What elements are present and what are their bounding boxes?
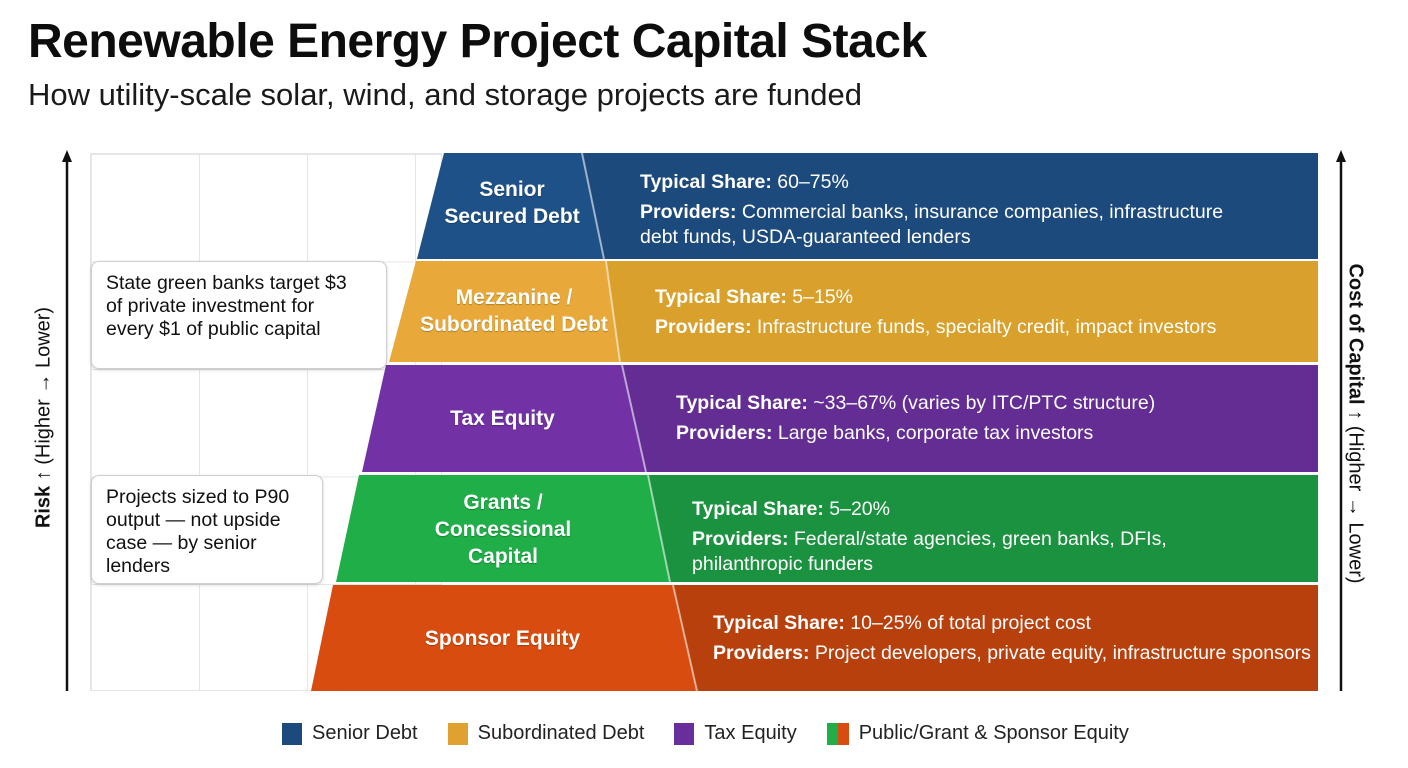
- tier-5-details: Typical Share: 10–25% of total project c…: [713, 611, 1311, 666]
- tier-1-trapezoid: [417, 153, 604, 259]
- page-title: Renewable Energy Project Capital Stack: [28, 15, 927, 68]
- tier-name-line: Grants /: [463, 490, 543, 514]
- tier-3-name: Tax Equity: [400, 396, 605, 440]
- legend-item: Subordinated Debt: [447, 722, 645, 745]
- providers-text: Federal/state agencies, green banks, DFI…: [788, 528, 1167, 550]
- typical-share-value: 10–25% of total project cost: [844, 612, 1091, 634]
- tier-1-detail-panel: [582, 153, 1318, 259]
- tier-name-line: Mezzanine /: [455, 286, 573, 309]
- typical-share-value: 5–20%: [823, 498, 890, 520]
- providers-text: philanthropic funders: [692, 553, 874, 575]
- tier-5-trapezoid: [311, 585, 697, 691]
- callout-note-2: Projects sized to P90 output — not upside…: [91, 475, 323, 584]
- callout-line: output — not upside: [106, 509, 281, 531]
- providers-label: Providers:: [713, 642, 810, 664]
- tier-3-trapezoid: [362, 365, 646, 472]
- callout-line: Projects sized to P90: [106, 486, 290, 508]
- legend-item: Senior Debt: [282, 722, 418, 745]
- legend-label: Tax Equity: [704, 722, 797, 744]
- tier-4-details: Typical Share: 5–20% Providers: Federal/s…: [692, 497, 1167, 577]
- tier-name-line: Senior: [479, 178, 545, 201]
- legend-label: Senior Debt: [312, 722, 418, 744]
- providers-text: debt funds, USDA-guaranteed lenders: [640, 226, 971, 248]
- tier-1-details: Typical Share: 60–75% Providers: Commerci…: [640, 170, 1223, 250]
- tier-1-divider: [581, 152, 605, 260]
- callout-line: State green banks target $3: [106, 272, 347, 294]
- legend-swatch: [447, 722, 468, 745]
- legend-swatch: [282, 722, 302, 745]
- typical-share-value: ~33–67% (varies by ITC/PTC structure): [807, 392, 1156, 414]
- tier-name-line: Concessional: [434, 517, 572, 541]
- callout-line: every $1 of public capital: [106, 318, 321, 340]
- typical-share-label: Typical Share:: [713, 612, 845, 634]
- typical-share-label: Typical Share:: [640, 171, 772, 193]
- cost-axis-arrow-head: [1336, 150, 1346, 162]
- legend-label: Subordinated Debt: [477, 722, 645, 744]
- typical-share-label: Typical Share:: [655, 286, 787, 308]
- callout-line: case — by senior: [106, 532, 257, 554]
- tier-5-detail-panel: [673, 585, 1318, 691]
- legend: Senior Debt Subordinated Debt Tax Equity Pu…: [282, 722, 1159, 745]
- risk-axis-arrow-head: [62, 150, 72, 162]
- callout-note-1: State green banks target $3 of private in…: [91, 261, 387, 369]
- cost-of-capital-axis-label: Cost of Capital ↑ (Higher → Lower): [1344, 263, 1367, 584]
- providers-label: Providers:: [692, 528, 789, 550]
- callout-line: lenders: [106, 555, 170, 577]
- providers-label: Providers:: [655, 316, 752, 338]
- tier-name-line: Secured Debt: [444, 205, 580, 228]
- risk-axis-label: Risk ↑ (Higher → Lower): [32, 306, 55, 529]
- tier-5-name: Sponsor Equity: [360, 616, 645, 660]
- typical-share-value: 5–15%: [786, 286, 853, 308]
- tier-2-divider: [605, 260, 621, 363]
- typical-share-label: Typical Share:: [692, 498, 824, 520]
- tier-3-divider: [621, 364, 647, 473]
- legend-swatch: [674, 722, 695, 745]
- page-subtitle: How utility-scale solar, wind, and stora…: [28, 77, 862, 112]
- legend-swatch: [826, 722, 849, 745]
- tier-5-divider: [672, 584, 698, 692]
- callout-line: of private investment for: [106, 295, 315, 317]
- tier-2-name: Mezzanine / Subordinated Debt: [405, 276, 623, 346]
- tier-2-details: Typical Share: 5–15% Providers: Infrastru…: [655, 285, 1216, 340]
- providers-label: Providers:: [676, 422, 773, 444]
- legend-item: Tax Equity: [674, 722, 797, 745]
- legend-label: Public/Grant & Sponsor Equity: [858, 722, 1129, 744]
- providers-text: Large banks, corporate tax investors: [772, 422, 1094, 444]
- providers-label: Providers:: [640, 201, 737, 223]
- providers-text: Project developers, private equity, infr…: [809, 642, 1311, 664]
- tier-4-name: Grants / Concessional Capital: [372, 483, 634, 575]
- tier-4-trapezoid: [336, 475, 670, 582]
- providers-text: Infrastructure funds, specialty credit, …: [751, 316, 1217, 338]
- typical-share-value: 60–75%: [771, 171, 849, 193]
- typical-share-label: Typical Share:: [676, 392, 808, 414]
- tier-name-line: Capital: [467, 544, 538, 568]
- tier-3-details: Typical Share: ~33–67% (varies by ITC/PT…: [676, 391, 1155, 446]
- tier-2-detail-panel: [606, 261, 1318, 362]
- tier-3-detail-panel: [622, 365, 1318, 472]
- tier-name-line: Tax Equity: [450, 406, 555, 430]
- tier-2-trapezoid: [389, 261, 620, 362]
- tier-name-line: Subordinated Debt: [420, 313, 608, 336]
- legend-item: Public/Grant & Sponsor Equity: [826, 722, 1129, 745]
- tier-1-name: Senior Secured Debt: [444, 168, 580, 238]
- providers-text: Commercial banks, insurance companies, i…: [736, 201, 1224, 223]
- tier-4-divider: [647, 474, 671, 583]
- tier-name-line: Sponsor Equity: [424, 626, 581, 650]
- tier-4-detail-panel: [648, 475, 1318, 582]
